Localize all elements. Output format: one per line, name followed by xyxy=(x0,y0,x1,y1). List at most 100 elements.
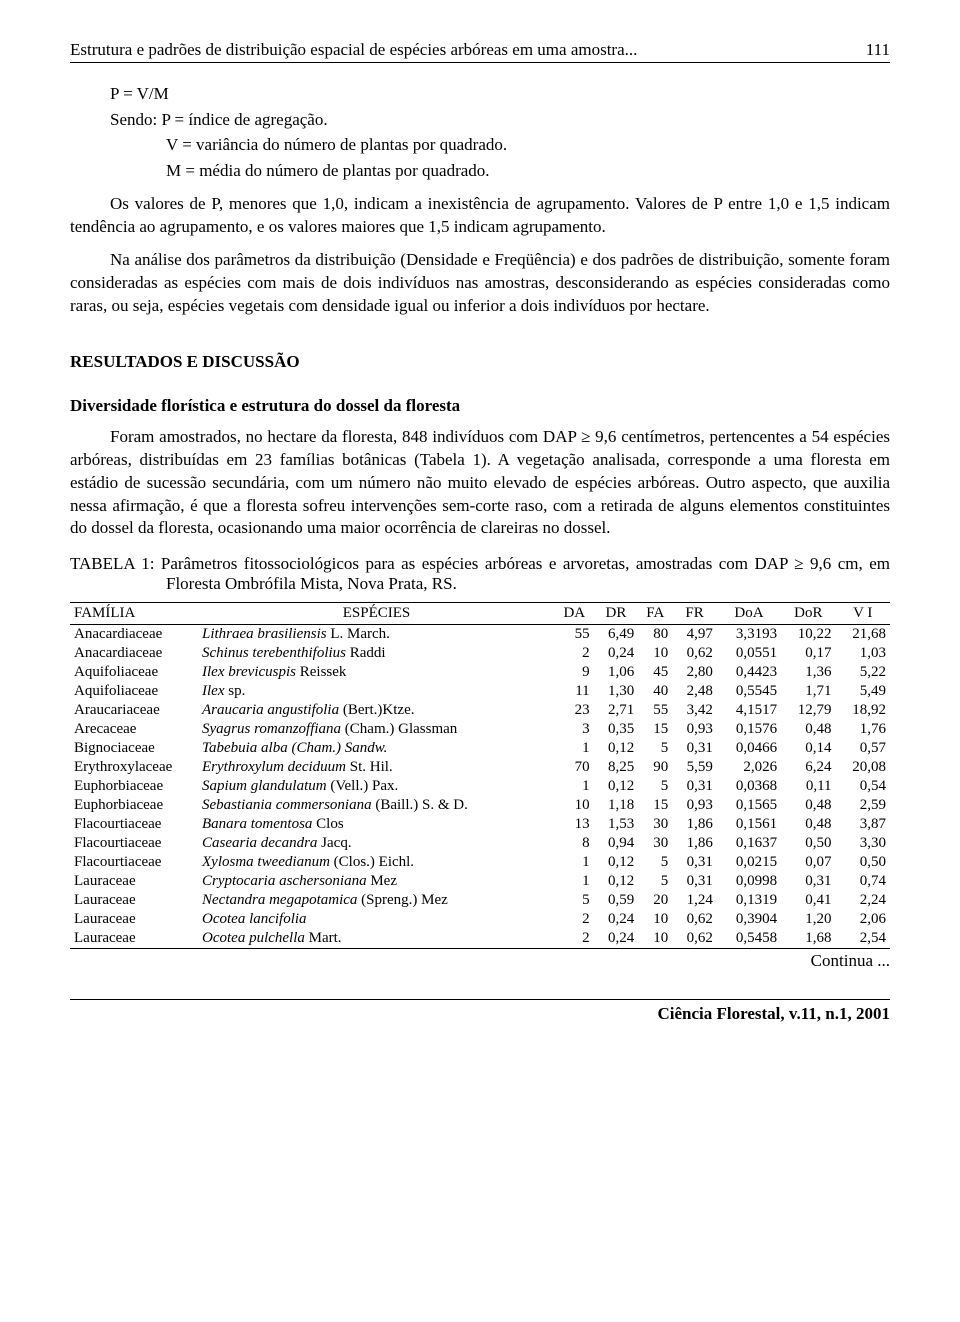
col-header-familia: FAMÍLIA xyxy=(70,603,198,625)
cell-species: Tabebuia alba (Cham.) Sandw. xyxy=(198,739,555,758)
cell-fa: 15 xyxy=(638,720,672,739)
cell-species: Erythroxylum deciduum St. Hil. xyxy=(198,758,555,777)
cell-vi: 21,68 xyxy=(836,625,890,645)
cell-dr: 1,30 xyxy=(594,682,639,701)
cell-vi: 2,24 xyxy=(836,891,890,910)
table-continua: Continua ... xyxy=(70,951,890,971)
cell-species: Xylosma tweedianum (Clos.) Eichl. xyxy=(198,853,555,872)
cell-family: Arecaceae xyxy=(70,720,198,739)
cell-da: 2 xyxy=(555,910,594,929)
cell-doa: 0,3904 xyxy=(717,910,781,929)
cell-dr: 0,24 xyxy=(594,910,639,929)
cell-da: 55 xyxy=(555,625,594,645)
cell-da: 5 xyxy=(555,891,594,910)
cell-fr: 0,62 xyxy=(672,910,717,929)
cell-family: Flacourtiaceae xyxy=(70,853,198,872)
cell-dr: 0,24 xyxy=(594,644,639,663)
cell-fr: 0,93 xyxy=(672,720,717,739)
cell-da: 23 xyxy=(555,701,594,720)
cell-vi: 0,54 xyxy=(836,777,890,796)
formula-line-3: V = variância do número de plantas por q… xyxy=(166,132,890,158)
cell-da: 13 xyxy=(555,815,594,834)
cell-species: Banara tomentosa Clos xyxy=(198,815,555,834)
section-heading-resultados: RESULTADOS E DISCUSSÃO xyxy=(70,352,890,372)
cell-fr: 2,48 xyxy=(672,682,717,701)
table-1: FAMÍLIA ESPÉCIES DA DR FA FR DoA DoR V I… xyxy=(70,602,890,949)
cell-species: Cryptocaria aschersoniana Mez xyxy=(198,872,555,891)
cell-fa: 30 xyxy=(638,834,672,853)
cell-da: 10 xyxy=(555,796,594,815)
cell-dor: 0,07 xyxy=(781,853,835,872)
cell-fa: 40 xyxy=(638,682,672,701)
cell-dor: 0,48 xyxy=(781,796,835,815)
cell-family: Flacourtiaceae xyxy=(70,815,198,834)
cell-family: Lauraceae xyxy=(70,872,198,891)
cell-dor: 0,31 xyxy=(781,872,835,891)
cell-dr: 1,18 xyxy=(594,796,639,815)
cell-vi: 1,03 xyxy=(836,644,890,663)
cell-vi: 5,22 xyxy=(836,663,890,682)
table-row: AnacardiaceaeLithraea brasiliensis L. Ma… xyxy=(70,625,890,645)
cell-vi: 20,08 xyxy=(836,758,890,777)
cell-fr: 0,31 xyxy=(672,872,717,891)
cell-dor: 1,20 xyxy=(781,910,835,929)
cell-doa: 0,1637 xyxy=(717,834,781,853)
cell-fa: 80 xyxy=(638,625,672,645)
cell-da: 1 xyxy=(555,853,594,872)
cell-doa: 0,0368 xyxy=(717,777,781,796)
cell-vi: 3,87 xyxy=(836,815,890,834)
cell-fr: 1,86 xyxy=(672,834,717,853)
cell-fr: 1,24 xyxy=(672,891,717,910)
cell-species: Schinus terebenthifolius Raddi xyxy=(198,644,555,663)
cell-da: 1 xyxy=(555,777,594,796)
cell-doa: 0,1561 xyxy=(717,815,781,834)
cell-family: Aquifoliaceae xyxy=(70,663,198,682)
cell-fa: 10 xyxy=(638,910,672,929)
cell-doa: 0,1319 xyxy=(717,891,781,910)
cell-fr: 0,93 xyxy=(672,796,717,815)
running-header: Estrutura e padrões de distribuição espa… xyxy=(70,40,890,63)
cell-vi: 2,59 xyxy=(836,796,890,815)
table-row: FlacourtiaceaeBanara tomentosa Clos131,5… xyxy=(70,815,890,834)
col-header-vi: V I xyxy=(836,603,890,625)
cell-da: 11 xyxy=(555,682,594,701)
cell-dor: 0,48 xyxy=(781,720,835,739)
cell-fr: 0,31 xyxy=(672,777,717,796)
table-row: FlacourtiaceaeXylosma tweedianum (Clos.)… xyxy=(70,853,890,872)
cell-fr: 2,80 xyxy=(672,663,717,682)
table-row: ErythroxylaceaeErythroxylum deciduum St.… xyxy=(70,758,890,777)
cell-vi: 2,06 xyxy=(836,910,890,929)
table-row: AquifoliaceaeIlex sp.111,30402,480,55451… xyxy=(70,682,890,701)
page-number: 111 xyxy=(866,40,890,60)
cell-family: Anacardiaceae xyxy=(70,625,198,645)
cell-vi: 18,92 xyxy=(836,701,890,720)
table-row: FlacourtiaceaeCasearia decandra Jacq.80,… xyxy=(70,834,890,853)
col-header-dor: DoR xyxy=(781,603,835,625)
journal-footer: Ciência Florestal, v.11, n.1, 2001 xyxy=(70,999,890,1024)
cell-family: Flacourtiaceae xyxy=(70,834,198,853)
cell-family: Aquifoliaceae xyxy=(70,682,198,701)
cell-da: 2 xyxy=(555,929,594,949)
cell-dr: 1,53 xyxy=(594,815,639,834)
cell-species: Sebastiania commersoniana (Baill.) S. & … xyxy=(198,796,555,815)
cell-doa: 0,4423 xyxy=(717,663,781,682)
col-header-doa: DoA xyxy=(717,603,781,625)
subsection-heading-diversidade: Diversidade florística e estrutura do do… xyxy=(70,396,890,416)
cell-da: 70 xyxy=(555,758,594,777)
table-1-caption: TABELA 1: Parâmetros fitossociológicos p… xyxy=(70,554,890,594)
table-row: LauraceaeCryptocaria aschersoniana Mez10… xyxy=(70,872,890,891)
cell-family: Lauraceae xyxy=(70,891,198,910)
cell-dor: 1,68 xyxy=(781,929,835,949)
col-header-dr: DR xyxy=(594,603,639,625)
cell-doa: 2,026 xyxy=(717,758,781,777)
cell-dor: 1,36 xyxy=(781,663,835,682)
cell-da: 9 xyxy=(555,663,594,682)
formula-line-4: M = média do número de plantas por quadr… xyxy=(166,158,890,184)
cell-fa: 90 xyxy=(638,758,672,777)
table-row: AraucariaceaeAraucaria angustifolia (Ber… xyxy=(70,701,890,720)
cell-fr: 3,42 xyxy=(672,701,717,720)
cell-family: Euphorbiaceae xyxy=(70,796,198,815)
cell-family: Araucariaceae xyxy=(70,701,198,720)
cell-dor: 1,71 xyxy=(781,682,835,701)
running-title: Estrutura e padrões de distribuição espa… xyxy=(70,40,637,60)
